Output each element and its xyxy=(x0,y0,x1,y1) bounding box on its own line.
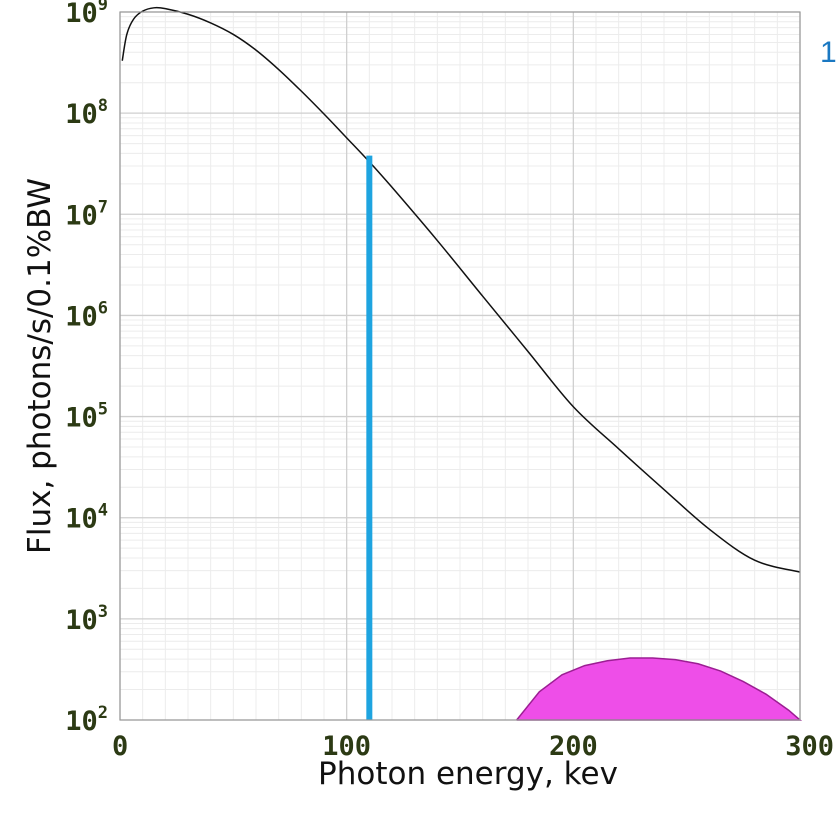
y-tick-exponent: 3 xyxy=(98,602,108,622)
side-annotation: 1 xyxy=(820,36,837,69)
y-tick-label: 105 xyxy=(65,400,108,434)
y-tick-exponent: 6 xyxy=(98,298,108,318)
y-tick-label: 108 xyxy=(65,96,108,130)
y-tick-exponent: 5 xyxy=(98,400,108,420)
y-tick-exponent: 8 xyxy=(98,96,108,116)
y-tick-exponent: 9 xyxy=(98,0,108,15)
x-tick-label: 200 xyxy=(549,731,598,762)
y-tick-label: 107 xyxy=(65,197,108,231)
y-tick-exponent: 2 xyxy=(98,703,108,723)
minor-gridlines xyxy=(120,12,800,720)
y-tick-exponent: 4 xyxy=(98,501,108,521)
y-tick-base: 10 xyxy=(65,200,98,231)
y-tick-base: 10 xyxy=(65,99,98,130)
y-axis-title: Flux, photons/s/0.1%BW xyxy=(22,178,58,554)
series-0-line xyxy=(121,6,801,573)
x-tick-label: 300 xyxy=(785,731,834,762)
plot-frame xyxy=(119,11,801,721)
y-tick-exponent: 7 xyxy=(98,197,108,217)
y-tick-label: 109 xyxy=(65,0,108,29)
y-tick-base: 10 xyxy=(65,706,98,737)
y-tick-label: 106 xyxy=(65,298,108,332)
y-tick-label: 102 xyxy=(65,703,108,737)
y-tick-label: 103 xyxy=(65,602,108,636)
x-tick-labels: 0 100 200 300 xyxy=(112,731,834,762)
y-tick-base: 10 xyxy=(65,403,98,434)
y-tick-base: 10 xyxy=(65,0,98,29)
y-tick-base: 10 xyxy=(65,605,98,636)
x-axis-title: Photon energy, kev xyxy=(318,756,618,792)
x-tick-label: 100 xyxy=(322,731,371,762)
series-layer xyxy=(121,6,803,721)
y-tick-base: 10 xyxy=(65,504,98,535)
y-tick-base: 10 xyxy=(65,301,98,332)
x-tick-label: 0 xyxy=(112,731,128,762)
y-tick-label: 104 xyxy=(65,501,108,535)
series-2-area xyxy=(516,657,803,721)
